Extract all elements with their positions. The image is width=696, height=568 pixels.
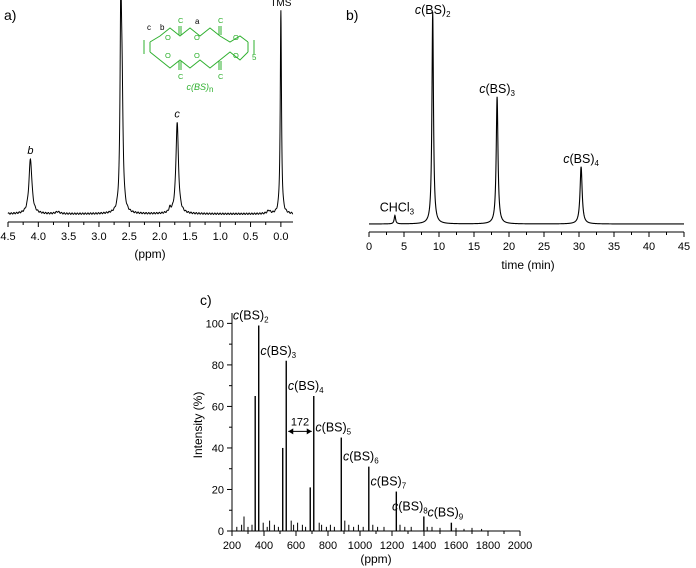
c-y-tick-label: 60 (212, 401, 224, 413)
spacing-label: 172 (291, 416, 309, 428)
c-peak-label: c(BS)9 (428, 506, 464, 522)
c-y-tick-label: 0 (218, 526, 224, 538)
b-x-tick-label: 15 (468, 241, 480, 253)
structure-atom-label: O (233, 51, 239, 60)
c-y-tick-label: 80 (212, 360, 224, 372)
a-peak-label: c (174, 109, 180, 121)
b-peak-label: c(BS)2 (415, 3, 451, 19)
spacing-marker: 172 (288, 416, 312, 435)
structure-atom-label: O (165, 51, 171, 60)
b-x-tick-label: 35 (608, 241, 620, 253)
cyclic-ester-structure (143, 26, 255, 70)
structure-atom-label: O (194, 51, 200, 60)
a-x-tick-label: 4.0 (31, 231, 46, 243)
nmr-panel: a) b a c TMS 4.5 4.0 3.5 3.0 2.5 2.0 1.5 1.0 0.5 0.0… (0, 0, 294, 261)
c-x-tick-label: 1400 (412, 540, 436, 552)
panel-c-label: c) (200, 292, 212, 308)
structure-atom-label: C (218, 72, 224, 81)
a-x-tick-label: 3.0 (91, 231, 106, 243)
a-peak-label: b (27, 145, 33, 157)
b-x-tick-label: 25 (538, 241, 550, 253)
b-peak-label: CHCl3 (380, 201, 415, 217)
structure-bonds (143, 27, 255, 69)
b-x-tick-label: 10 (433, 241, 445, 253)
c-y-tick-label: 100 (206, 318, 224, 330)
chromatogram-line (369, 11, 684, 225)
c-x-tick-label: 600 (287, 540, 305, 552)
a-x-tick-label: 4.5 (0, 231, 15, 243)
structure-atom-label: C (178, 16, 184, 25)
a-x-tick-label: 0.5 (243, 231, 258, 243)
c-x-tick-label: 1200 (380, 540, 404, 552)
structure-atom-label: O (233, 33, 239, 42)
b-x-tick-label: 0 (366, 241, 372, 253)
c-x-tick-label: 800 (319, 540, 337, 552)
c-y-tick-label: 20 (212, 484, 224, 496)
a-x-tick-label: 3.5 (61, 231, 76, 243)
structure-atom-label: O (165, 33, 171, 42)
mass-spectrum-panel: c) c(BS)2 c(BS)3 c(BS)4 c(BS)5 c(BS)6 c(BS)7 c… (191, 292, 532, 566)
structure-position-label: b (160, 23, 165, 32)
carbonyl-bonds (178, 26, 222, 70)
structure-caption: c(BS)n (187, 82, 214, 94)
a-x-tick-label: 2.5 (122, 231, 137, 243)
c-x-axis-label: (ppm) (360, 552, 391, 566)
panel-a-label: a) (4, 7, 16, 23)
spacing-arrowhead-left (288, 428, 294, 435)
a-x-tick-label: 0.0 (273, 231, 288, 243)
spacing-arrowhead-right (306, 428, 312, 435)
c-x-tick-label: 2000 (508, 540, 532, 552)
b-x-tick-label: 40 (643, 241, 655, 253)
c-peak-label: c(BS)6 (343, 450, 379, 466)
b-x-tick-label: 5 (401, 241, 407, 253)
structure-position-label: a (195, 17, 200, 26)
a-peak-label: TMS (270, 0, 291, 9)
b-x-tick-label: 20 (503, 241, 515, 253)
structure-position-label: c (147, 23, 151, 32)
c-x-tick-label: 200 (223, 540, 241, 552)
b-x-tick-label: 30 (573, 241, 585, 253)
b-x-axis-label: time (min) (501, 258, 554, 272)
c-x-tick-label: 400 (255, 540, 273, 552)
b-x-tick-label: 45 (678, 241, 690, 253)
c-peak-label: c(BS)5 (315, 421, 351, 437)
c-x-tick-label: 1600 (444, 540, 468, 552)
a-x-tick-label: 1.5 (182, 231, 197, 243)
c-peak-label: c(BS)7 (370, 475, 406, 491)
a-x-tick-label: 1.0 (213, 231, 228, 243)
panel-b-label: b) (346, 7, 358, 23)
structure-atom-label: C (178, 72, 184, 81)
c-y-axis-label: Intensity (%) (191, 392, 205, 459)
structure-atom-label: O (194, 33, 200, 42)
c-y-tick-label: 40 (212, 443, 224, 455)
c-peak-label: c(BS)4 (288, 379, 324, 395)
structure-position-label: 5 (252, 53, 257, 62)
b-peak-label: c(BS)4 (563, 152, 599, 168)
chromatogram-panel: b) CHCl3 c(BS)2 c(BS)3 c(BS)4 0 5 10 15 20 25 30 3… (346, 3, 690, 272)
c-peak-label: c(BS)8 (392, 499, 428, 515)
nmr-spectrum-line (7, 0, 294, 216)
c-peak-label: c(BS)3 (260, 344, 296, 360)
c-peak-label: c(BS)2 (233, 308, 269, 324)
structure-atom-label: C (218, 16, 224, 25)
a-x-axis-label: (ppm) (134, 247, 165, 261)
c-x-tick-label: 1000 (348, 540, 372, 552)
b-peak-label: c(BS)3 (479, 82, 515, 98)
a-x-tick-label: 2.0 (152, 231, 167, 243)
c-x-tick-label: 1800 (476, 540, 500, 552)
